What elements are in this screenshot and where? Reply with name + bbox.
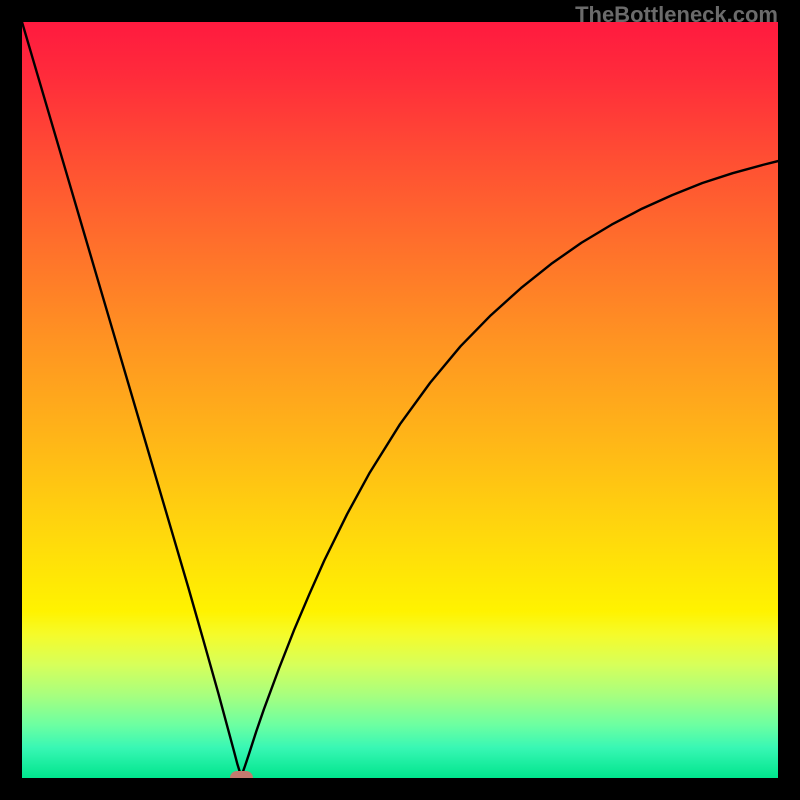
chart-container: TheBottleneck.com: [0, 0, 800, 800]
bottleneck-curve: [22, 22, 778, 776]
curve-svg: [22, 22, 778, 778]
plot-area: [22, 22, 778, 778]
optimal-marker: [230, 771, 253, 778]
